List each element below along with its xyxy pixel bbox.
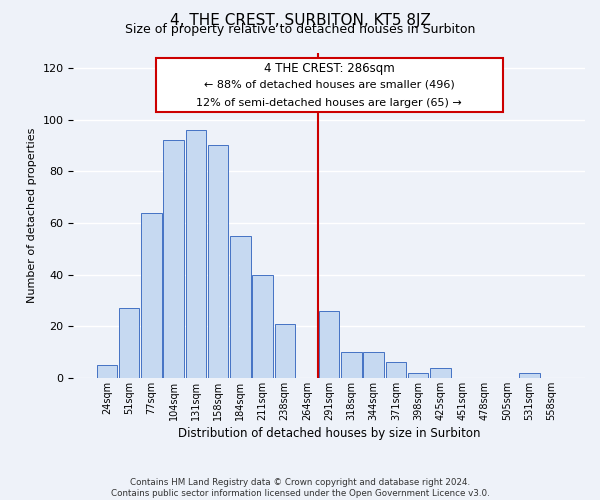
Text: Size of property relative to detached houses in Surbiton: Size of property relative to detached ho… [125, 22, 475, 36]
Bar [185, 130, 206, 378]
Bar [141, 212, 161, 378]
Bar [408, 372, 428, 378]
Bar [275, 324, 295, 378]
Bar [319, 311, 340, 378]
Bar [119, 308, 139, 378]
Bar [230, 236, 251, 378]
Bar [430, 368, 451, 378]
X-axis label: Distribution of detached houses by size in Surbiton: Distribution of detached houses by size … [178, 427, 481, 440]
Text: ← 88% of detached houses are smaller (496): ← 88% of detached houses are smaller (49… [204, 80, 455, 90]
Bar [163, 140, 184, 378]
Bar [208, 146, 228, 378]
Text: 12% of semi-detached houses are larger (65) →: 12% of semi-detached houses are larger (… [196, 98, 462, 108]
Bar [519, 372, 539, 378]
Text: 4 THE CREST: 286sqm: 4 THE CREST: 286sqm [264, 62, 395, 74]
Text: Contains HM Land Registry data © Crown copyright and database right 2024.
Contai: Contains HM Land Registry data © Crown c… [110, 478, 490, 498]
Bar [364, 352, 384, 378]
Bar [386, 362, 406, 378]
Bar [97, 365, 117, 378]
Text: 4, THE CREST, SURBITON, KT5 8JZ: 4, THE CREST, SURBITON, KT5 8JZ [170, 12, 430, 28]
Bar [341, 352, 362, 378]
Bar [252, 274, 273, 378]
FancyBboxPatch shape [156, 58, 503, 112]
Y-axis label: Number of detached properties: Number of detached properties [27, 128, 37, 303]
